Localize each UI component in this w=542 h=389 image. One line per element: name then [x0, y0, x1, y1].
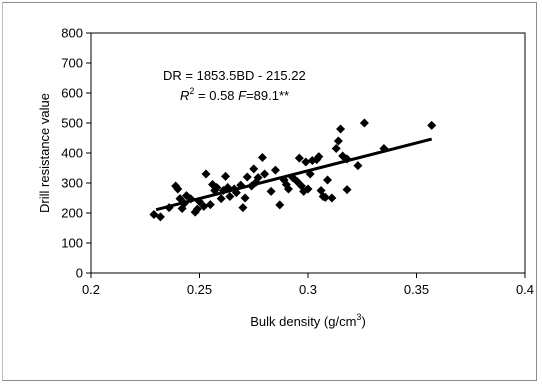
data-point [266, 186, 276, 196]
y-tick-label: 200 [61, 206, 83, 221]
data-point [238, 203, 248, 213]
y-tick-label: 100 [61, 236, 83, 251]
data-point [303, 184, 313, 194]
data-point [192, 204, 202, 214]
y-tick-label: 700 [61, 56, 83, 71]
x-tick-label: 0.2 [82, 282, 100, 297]
data-point [270, 165, 280, 175]
x-axis: 0.2 0.25 0.3 0.35 0.4 [82, 273, 534, 297]
data-point [257, 153, 267, 162]
data-point [249, 164, 259, 174]
data-point [253, 173, 263, 183]
data-point [353, 161, 363, 171]
regression-stats: R2 = 0.58 F=89.1** [180, 86, 289, 103]
chart-frame: 0 100 200 300 400 500 600 700 800 0.2 0.25 0.3 0.35… [2, 2, 537, 381]
data-point [333, 136, 343, 146]
y-tick-label: 500 [61, 116, 83, 131]
y-tick-label: 300 [61, 176, 83, 191]
data-point [260, 169, 270, 179]
y-tick-label: 400 [61, 146, 83, 161]
data-point [301, 157, 311, 167]
data-point [205, 200, 215, 210]
data-point [225, 192, 235, 201]
y-tick-label: 800 [61, 26, 83, 41]
y-axis: 0 100 200 300 400 500 600 700 800 [61, 26, 91, 281]
data-point [240, 193, 250, 203]
x-tick-label: 0.25 [187, 282, 212, 297]
trend-line [155, 137, 433, 212]
data-point [173, 184, 183, 194]
y-tick-label: 0 [76, 266, 83, 281]
scatter-chart: 0 100 200 300 400 500 600 700 800 0.2 0.25 0.3 0.35… [37, 26, 534, 330]
data-point [427, 120, 437, 130]
x-axis-label: Bulk density (g/cm3) [250, 312, 366, 329]
regression-equation: DR = 1853.5BD - 215.22 [163, 68, 306, 83]
data-point [320, 192, 330, 202]
data-point [216, 194, 226, 204]
y-axis-label: Drill resistance value [37, 93, 52, 213]
plot-border [90, 32, 526, 274]
data-point [242, 172, 252, 182]
data-point [275, 200, 285, 210]
data-point [359, 118, 369, 128]
data-point [212, 183, 222, 192]
data-point [155, 212, 165, 222]
data-point [221, 171, 231, 181]
plot-area [90, 32, 526, 274]
data-point [314, 152, 324, 162]
x-tick-label: 0.4 [516, 282, 534, 297]
data-point [201, 169, 211, 179]
x-tick-label: 0.3 [299, 282, 317, 297]
data-points [149, 118, 437, 222]
data-point [323, 175, 333, 185]
y-tick-label: 600 [61, 86, 83, 101]
data-point [331, 144, 341, 153]
data-point [175, 194, 185, 204]
data-point [342, 185, 352, 195]
data-point [283, 184, 293, 194]
x-tick-label: 0.35 [404, 282, 429, 297]
data-point [294, 153, 304, 163]
data-point [199, 201, 209, 211]
data-point [336, 124, 346, 134]
data-point [327, 193, 337, 203]
